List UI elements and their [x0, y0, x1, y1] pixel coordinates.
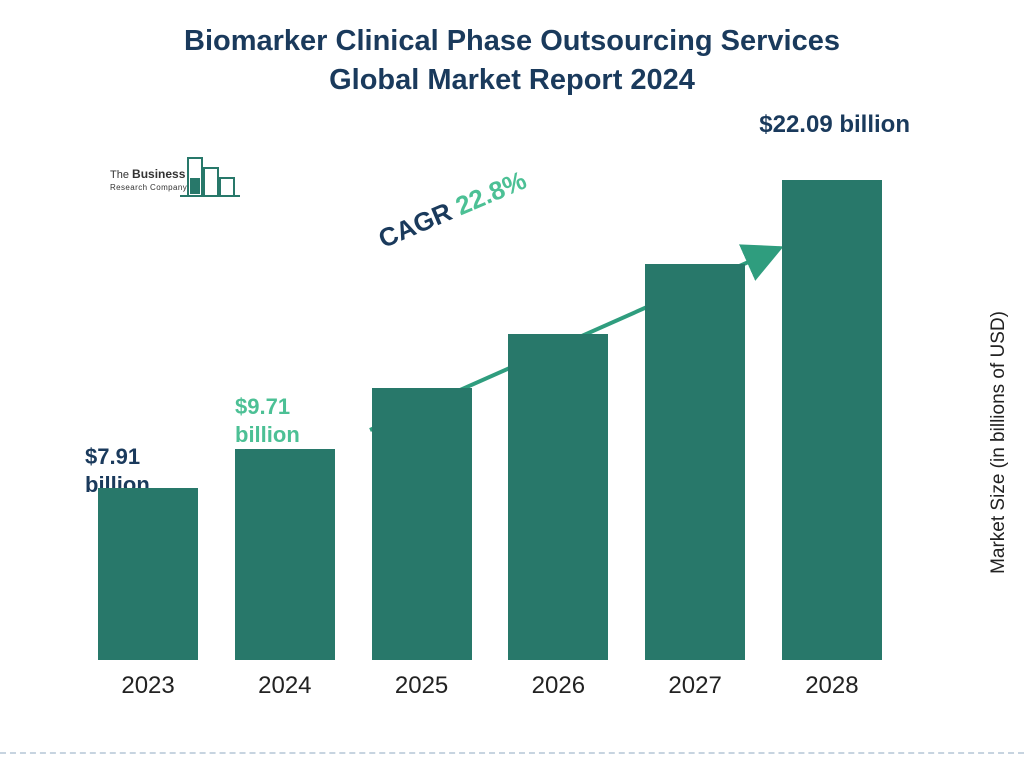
bar-rect: [98, 488, 198, 660]
bar-2023: [80, 488, 216, 660]
bar-2027: [627, 264, 763, 660]
bar-rect: [645, 264, 745, 660]
bar-rect: [782, 180, 882, 660]
chart-title: Biomarker Clinical Phase Outsourcing Ser…: [0, 0, 1024, 100]
bar-rect: [372, 388, 472, 660]
xtick-2028: 2028: [764, 672, 900, 700]
bar-2028: [764, 180, 900, 660]
xtick-2023: 2023: [80, 672, 216, 700]
bar-rect: [508, 334, 608, 660]
chart-area: $7.91 billion $9.71 billion $22.09 billi…: [80, 140, 900, 700]
xtick-2027: 2027: [627, 672, 763, 700]
bottom-divider: [0, 752, 1024, 754]
xtick-2024: 2024: [217, 672, 353, 700]
title-line-1: Biomarker Clinical Phase Outsourcing Ser…: [184, 25, 840, 57]
bar-group: [80, 160, 900, 660]
bar-2025: [354, 388, 490, 660]
callout-2028: $22.09 billion: [759, 110, 910, 140]
xtick-2026: 2026: [490, 672, 626, 700]
y-axis-label: Market Size (in billions of USD): [988, 311, 1010, 574]
xtick-2025: 2025: [354, 672, 490, 700]
bar-rect: [235, 449, 335, 660]
bar-2026: [490, 334, 626, 660]
title-line-2: Global Market Report 2024: [329, 64, 695, 96]
bar-2024: [217, 449, 353, 660]
x-axis-labels: 2023 2024 2025 2026 2027 2028: [80, 672, 900, 700]
